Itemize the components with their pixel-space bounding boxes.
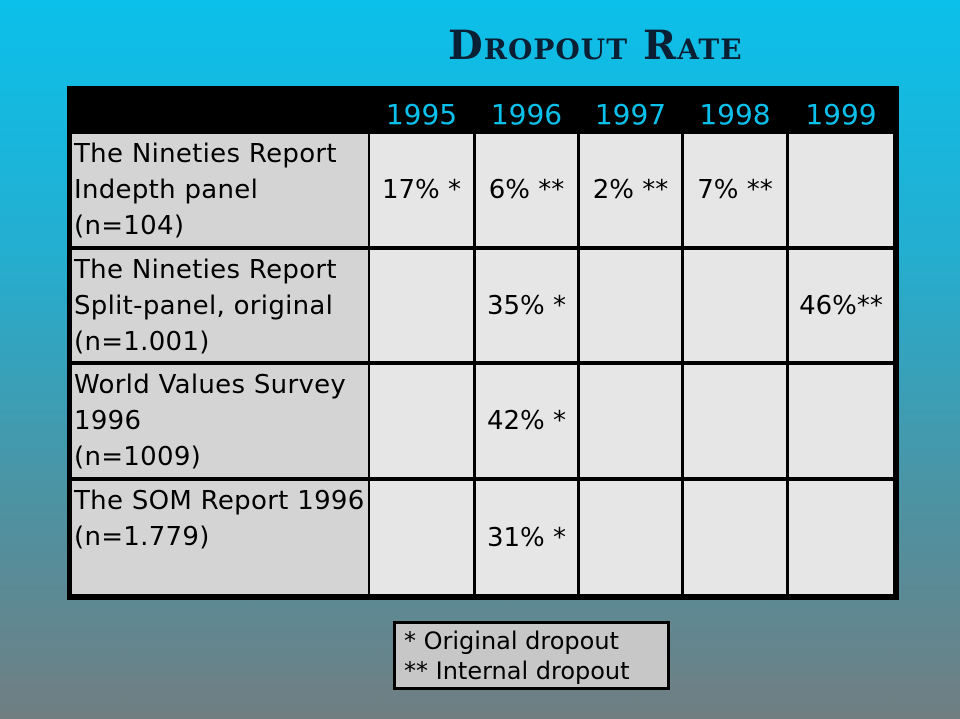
year-header-1997: 1997	[594, 98, 667, 131]
cell-nineties-indepth-1996: 6% **	[476, 134, 577, 246]
legend-original-dropout: * Original dropout	[404, 627, 619, 655]
cell-world-values-1998	[684, 365, 786, 477]
cell-som-report-1997	[580, 481, 681, 594]
cell-som-report-1996: 31% *	[476, 481, 577, 594]
cell-nineties-indepth-1998: 7% **	[684, 134, 786, 246]
cell-som-report-1999	[789, 481, 893, 594]
cell-world-values-1995	[370, 365, 473, 477]
year-header-1999: 1999	[805, 98, 877, 131]
row-label-nineties-indepth: The Nineties Report Indepth panel (n=104…	[72, 134, 368, 246]
cell-world-values-1996: 42% *	[476, 365, 577, 477]
cell-nineties-split-1997	[580, 250, 681, 361]
cell-som-report-1998	[684, 481, 786, 594]
year-header-1998: 1998	[699, 98, 771, 131]
cell-world-values-1997	[580, 365, 681, 477]
cell-world-values-1999	[789, 365, 893, 477]
slide-title: Dropout Rate	[448, 22, 743, 69]
cell-nineties-indepth-1997: 2% **	[580, 134, 681, 246]
row-label-som-report: The SOM Report 1996 (n=1.779)	[72, 481, 368, 594]
year-header-1996: 1996	[490, 98, 563, 131]
cell-som-report-1995	[370, 481, 473, 594]
cell-nineties-indepth-1999	[789, 134, 893, 246]
row-label-nineties-split: The Nineties Report Split-panel, origina…	[72, 250, 368, 361]
cell-nineties-split-1999: 46%**	[789, 250, 893, 361]
row-label-world-values: World Values Survey 1996 (n=1009)	[72, 365, 368, 477]
year-header-1995: 1995	[385, 98, 458, 131]
cell-nineties-split-1995	[370, 250, 473, 361]
footnote-legend: * Original dropout ** Internal dropout	[393, 621, 670, 690]
legend-internal-dropout: ** Internal dropout	[404, 657, 630, 685]
cell-nineties-split-1998	[684, 250, 786, 361]
cell-nineties-indepth-1995: 17% *	[370, 134, 473, 246]
cell-nineties-split-1996: 35% *	[476, 250, 577, 361]
